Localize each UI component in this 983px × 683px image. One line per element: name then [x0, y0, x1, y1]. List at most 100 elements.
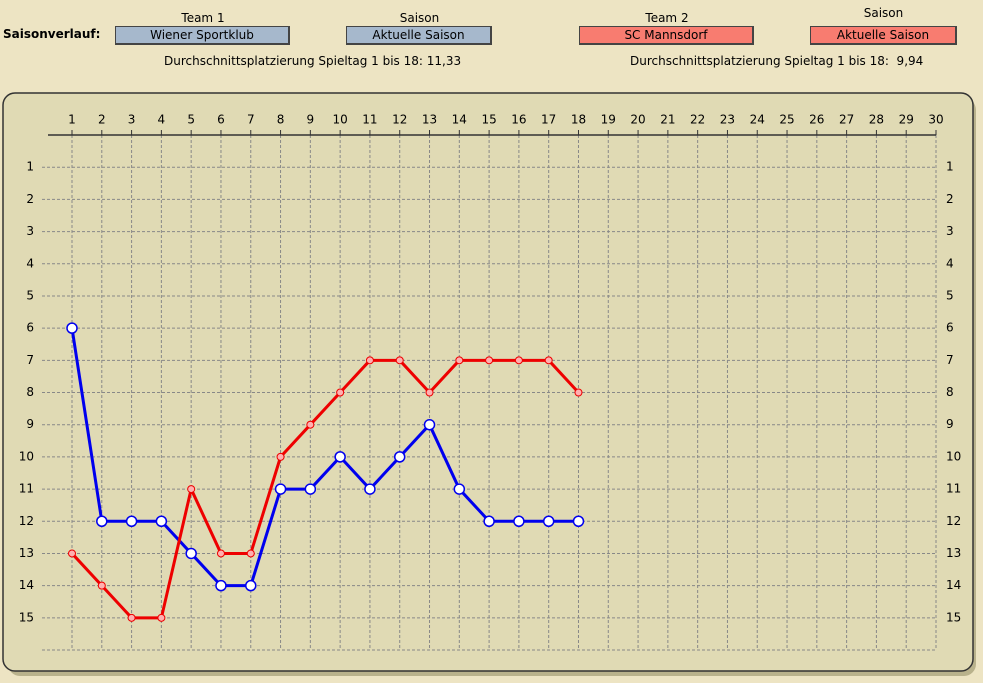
- x-tick-label: 24: [750, 113, 765, 127]
- x-tick-label: 16: [511, 113, 526, 127]
- team2-select[interactable]: SC Mannsdorf: [579, 26, 754, 45]
- data-point: [542, 515, 555, 527]
- data-point: [336, 388, 345, 397]
- data-point: [215, 579, 227, 592]
- y-tick-label: 12: [946, 514, 961, 528]
- season1-select[interactable]: Aktuelle Saison: [346, 26, 492, 45]
- data-point: [334, 451, 346, 463]
- x-tick-label: 21: [660, 113, 675, 127]
- data-point: [483, 515, 495, 527]
- x-tick-label: 7: [247, 113, 255, 127]
- y-tick-label: 2: [26, 192, 34, 206]
- data-point: [455, 356, 464, 365]
- data-point: [393, 451, 406, 463]
- x-tick-label: 14: [452, 113, 467, 127]
- x-tick-label: 5: [187, 113, 195, 127]
- y-tick-label: 12: [19, 514, 34, 528]
- data-point: [216, 549, 225, 558]
- data-point: [514, 356, 523, 365]
- y-tick-label: 1: [26, 160, 34, 174]
- y-tick-label: 3: [26, 224, 34, 238]
- x-tick-label: 27: [839, 113, 854, 127]
- x-tick-label: 4: [158, 113, 166, 127]
- data-point: [453, 483, 466, 495]
- y-tick-label: 15: [19, 610, 34, 624]
- x-tick-label: 18: [571, 113, 586, 127]
- y-tick-label: 3: [946, 224, 954, 238]
- y-tick-label: 14: [19, 578, 34, 592]
- y-tick-label: 10: [19, 449, 34, 463]
- team2-label: Team 2: [645, 11, 689, 25]
- data-point: [245, 579, 257, 592]
- team1-select[interactable]: Wiener Sportklub: [115, 26, 290, 45]
- x-tick-label: 11: [362, 113, 377, 127]
- x-tick-label: 23: [720, 113, 735, 127]
- data-point: [572, 515, 585, 527]
- data-point: [127, 613, 136, 622]
- y-tick-label: 2: [946, 192, 954, 206]
- data-point: [246, 549, 255, 558]
- x-tick-label: 28: [869, 113, 884, 127]
- y-tick-label: 4: [946, 256, 954, 270]
- x-tick-label: 17: [541, 113, 556, 127]
- team1-label: Team 1: [181, 11, 225, 25]
- y-tick-label: 6: [946, 321, 954, 335]
- season1-label: Saison: [399, 11, 440, 25]
- x-tick-label: 10: [332, 113, 347, 127]
- data-point: [574, 388, 583, 397]
- section-label: Saisonverlauf:: [3, 27, 101, 41]
- x-tick-label: 1: [68, 113, 76, 127]
- data-point: [155, 515, 168, 527]
- x-tick-label: 22: [690, 113, 705, 127]
- x-tick-label: 26: [809, 113, 824, 127]
- data-point: [68, 549, 76, 558]
- data-point: [306, 420, 315, 429]
- y-tick-label: 5: [946, 288, 954, 302]
- x-tick-label: 25: [779, 113, 794, 127]
- season2-label: Saison: [863, 6, 904, 20]
- x-tick-label: 13: [422, 113, 437, 127]
- y-tick-label: 4: [26, 256, 34, 270]
- data-point: [185, 547, 197, 560]
- y-tick-label: 14: [946, 578, 961, 592]
- x-tick-label: 9: [307, 113, 315, 127]
- data-point: [66, 322, 78, 334]
- season2-select[interactable]: Aktuelle Saison: [810, 26, 957, 45]
- x-tick-label: 29: [899, 113, 914, 127]
- y-tick-label: 8: [946, 385, 954, 399]
- series-line: [70, 358, 580, 620]
- data-point: [276, 452, 285, 461]
- data-point: [96, 515, 108, 527]
- x-tick-label: 12: [392, 113, 407, 127]
- x-tick-label: 20: [630, 113, 645, 127]
- y-tick-label: 10: [946, 449, 961, 463]
- data-point: [125, 515, 138, 527]
- x-tick-label: 2: [98, 113, 106, 127]
- data-point: [157, 613, 166, 622]
- y-tick-label: 8: [26, 385, 34, 399]
- data-point: [187, 485, 196, 494]
- y-tick-label: 13: [19, 546, 34, 560]
- x-tick-label: 19: [601, 113, 616, 127]
- average-team2: Durchschnittsplatzierung Spieltag 1 bis …: [630, 54, 924, 68]
- data-point: [395, 356, 404, 365]
- x-tick-label: 3: [128, 113, 136, 127]
- x-tick-label: 15: [481, 113, 496, 127]
- x-tick-label: 8: [277, 113, 285, 127]
- y-tick-label: 9: [946, 417, 954, 431]
- data-point: [485, 356, 494, 365]
- y-tick-label: 7: [946, 353, 954, 367]
- panel: [2, 92, 974, 672]
- y-tick-label: 15: [946, 610, 961, 624]
- y-tick-label: 9: [26, 417, 34, 431]
- data-point: [304, 483, 317, 495]
- y-tick-label: 1: [946, 160, 954, 174]
- data-point: [423, 418, 436, 431]
- data-point: [274, 483, 287, 495]
- y-tick-label: 6: [26, 321, 34, 335]
- y-tick-label: 7: [26, 353, 34, 367]
- y-tick-label: 5: [26, 288, 34, 302]
- x-tick-label: 30: [928, 113, 943, 127]
